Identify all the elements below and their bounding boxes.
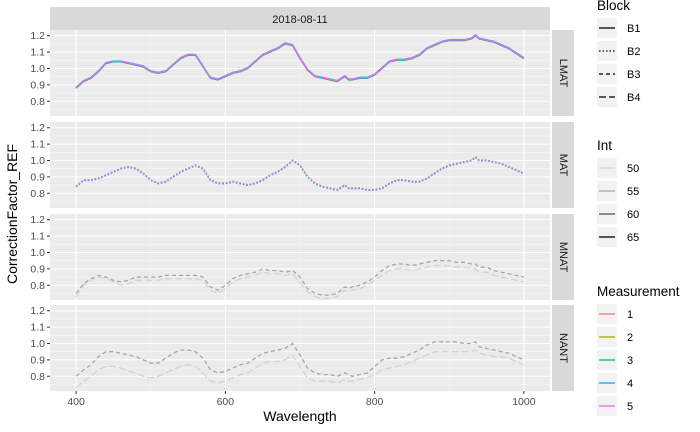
y-tick-label: 1.2	[30, 122, 45, 134]
y-axis-title: CorrectionFactor_REF	[4, 144, 20, 284]
panel-strip	[552, 122, 574, 208]
legend-item-label: B4	[627, 92, 640, 104]
legend-item-label: 4	[627, 378, 633, 390]
y-tick-label: 1.0	[30, 63, 45, 75]
panel-strip	[552, 305, 574, 391]
series-line-b2-m2	[75, 156, 525, 191]
legend-item-label: B1	[627, 23, 640, 35]
y-tick-label: 0.9	[30, 263, 45, 275]
legend-title: Int	[597, 138, 612, 153]
panel-label: LMAT	[557, 59, 569, 88]
x-axis-title: Wavelength	[263, 408, 336, 424]
legend-item-label: 1	[627, 309, 633, 321]
y-tick-label: 1.1	[30, 322, 45, 334]
y-tick-label: 1.0	[30, 155, 45, 167]
panel-label: MAT	[557, 154, 569, 177]
y-tick-label: 1.0	[30, 247, 45, 259]
panel-label: NANT	[557, 333, 569, 363]
panel-mat: 0.8 0.9 1.0 1.1 1.2 MAT	[30, 122, 574, 208]
legends: Block B1 B2 B3 B4 Int 50 55 60 65 Measurement 1 2 3 4 5	[597, 0, 680, 416]
legend-title: Measurement	[597, 284, 680, 299]
legend-block: Block B1 B2 B3 B4	[597, 0, 640, 107]
y-tick-label: 0.9	[30, 79, 45, 91]
y-tick-label: 0.9	[30, 354, 45, 366]
legend-item-label: 3	[627, 355, 633, 367]
legend-item-label: 60	[627, 209, 639, 221]
series-line-b4	[75, 349, 525, 389]
facet-title: 2018-08-11	[272, 14, 327, 26]
legend-item-label: B3	[627, 69, 640, 81]
panel-strip	[552, 30, 574, 116]
legend-item-label: 65	[627, 232, 639, 244]
panel-mnat: 0.8 0.9 1.0 1.1 1.2 MNAT	[30, 214, 574, 300]
y-tick-label: 1.2	[30, 30, 45, 42]
series-line-b3	[75, 341, 525, 377]
x-tick-label: 800	[366, 396, 384, 408]
legend-measurement: Measurement 1 2 3 4 5	[597, 284, 680, 416]
legend-item-label: B2	[627, 46, 640, 58]
legend-item-label: 5	[627, 401, 633, 413]
y-tick-label: 1.1	[30, 231, 45, 243]
panel-label: MNAT	[557, 242, 569, 273]
x-axis: 400 600 800 1000	[67, 391, 536, 408]
y-tick-label: 1.2	[30, 305, 45, 317]
series-line-b3	[75, 260, 525, 296]
legend-item-label: 55	[627, 186, 639, 198]
panel-strip	[552, 214, 574, 300]
series-line-b4	[75, 264, 525, 300]
y-tick-label: 0.8	[30, 371, 45, 383]
y-tick-label: 1.1	[30, 139, 45, 151]
y-tick-label: 1.1	[30, 47, 45, 59]
legend-item-label: 50	[627, 163, 639, 175]
x-tick-label: 1000	[512, 396, 536, 408]
panel-lmat: 0.8 0.9 1.0 1.1 1.2 LMAT	[30, 30, 574, 116]
y-tick-label: 1.0	[30, 338, 45, 350]
panels: 0.80.91.01.11.2LMAT0.80.91.01.11.2MAT0.8…	[30, 30, 574, 391]
y-tick-label: 0.8	[30, 188, 45, 200]
legend-item-label: 2	[627, 332, 633, 344]
legend-key	[597, 87, 617, 107]
y-tick-label: 0.8	[30, 280, 45, 292]
facet-strip-background	[50, 7, 550, 30]
legend-title: Block	[597, 0, 630, 13]
x-tick-label: 400	[67, 396, 85, 408]
series-line-b1-m5	[75, 34, 525, 88]
y-tick-label: 0.8	[30, 96, 45, 108]
y-tick-label: 0.9	[30, 171, 45, 183]
panel-nant: 0.8 0.9 1.0 1.1 1.2 NANT	[30, 305, 574, 391]
facet-strip: 2018-08-11	[50, 7, 550, 30]
y-tick-label: 1.2	[30, 214, 45, 226]
x-tick-label: 600	[217, 396, 235, 408]
legend-int: Int 50 55 60 65	[597, 138, 639, 247]
